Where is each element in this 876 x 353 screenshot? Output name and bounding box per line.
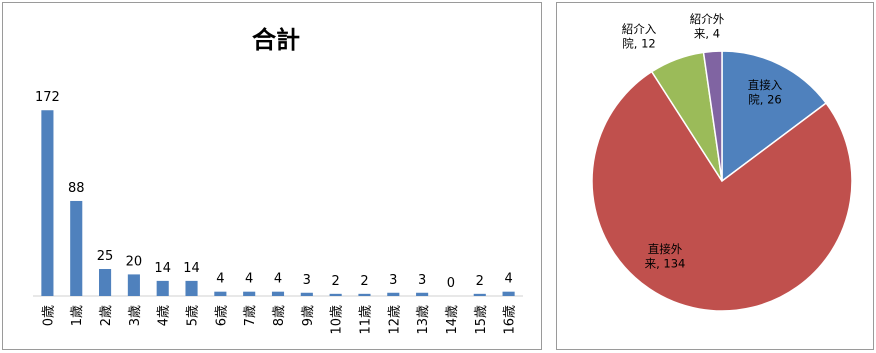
bar xyxy=(416,292,429,296)
bar-value-label: 4 xyxy=(245,272,253,287)
bar-marks: 1720歳881歳252歳203歳144歳145歳46歳47歳48歳39歳210… xyxy=(35,90,518,334)
pie-chart-panel: 直接入院, 26 直接外来, 134 紹介入院, 12 紹介外来, 4 xyxy=(556,2,874,350)
bar xyxy=(156,280,169,296)
x-tick-label: 10歳 xyxy=(330,305,345,335)
x-tick-label: 1歳 xyxy=(70,305,85,326)
x-tick-label: 8歳 xyxy=(272,305,287,326)
pie-slice-label: 直接入院, 26 xyxy=(748,78,783,106)
x-tick-label: 2歳 xyxy=(99,305,114,326)
x-tick-label: 16歳 xyxy=(503,305,518,335)
bar xyxy=(214,291,227,296)
bar-value-label: 2 xyxy=(476,274,484,289)
x-tick-label: 9歳 xyxy=(301,305,316,326)
pie-slice xyxy=(591,70,853,312)
bar-value-label: 14 xyxy=(183,261,200,276)
pie-slice xyxy=(721,50,828,183)
x-tick-label: 11歳 xyxy=(358,305,373,335)
x-tick-label: 14歳 xyxy=(445,305,460,335)
bar-value-label: 4 xyxy=(274,272,282,287)
x-tick-label: 12歳 xyxy=(387,305,402,335)
bar-value-label: 0 xyxy=(447,276,455,291)
bar xyxy=(243,291,256,296)
pie-slice-label: 直接外来, 134 xyxy=(645,242,686,270)
pie-chart: 直接入院, 26 直接外来, 134 紹介入院, 12 紹介外来, 4 xyxy=(591,12,853,312)
chart-title: 合計 xyxy=(252,26,300,54)
x-tick-label: 7歳 xyxy=(243,305,258,326)
bar xyxy=(41,110,54,297)
bar xyxy=(473,293,486,296)
bar-value-label: 25 xyxy=(97,249,114,264)
bar xyxy=(358,293,371,296)
bar-value-label: 3 xyxy=(389,273,397,288)
bar-value-label: 4 xyxy=(504,272,512,287)
x-tick-label: 6歳 xyxy=(214,305,229,326)
bar-chart: 合計 1720歳881歳252歳203歳144歳145歳46歳47歳48歳39歳… xyxy=(33,26,523,335)
bar-value-label: 3 xyxy=(303,273,311,288)
pie-slice-label: 紹介入院, 12 xyxy=(622,22,657,50)
bar xyxy=(300,292,313,296)
bar-value-label: 14 xyxy=(154,261,171,276)
bar-value-label: 2 xyxy=(332,274,340,289)
bar xyxy=(387,292,400,296)
pie-marks: 直接入院, 26 直接外来, 134 紹介入院, 12 紹介外来, 4 xyxy=(591,12,853,312)
bar xyxy=(127,274,140,296)
bar xyxy=(271,291,285,296)
pie-slice-label: 紹介外来, 4 xyxy=(690,12,725,40)
x-tick-label: 13歳 xyxy=(416,305,431,335)
bar xyxy=(70,200,83,296)
bar-value-label: 3 xyxy=(418,273,426,288)
bar-value-label: 20 xyxy=(126,254,143,269)
bar xyxy=(185,280,198,296)
bar-value-label: 172 xyxy=(35,90,60,105)
bar xyxy=(99,269,112,296)
bar-chart-panel: 合計 172 0歳 88 1歳 25 2歳 20 3歳 14 4歳 14 5歳 4 6歳 4 7歳 4 8歳 3 9歳… xyxy=(2,2,542,350)
bar-value-label: 2 xyxy=(360,274,368,289)
bar-value-label: 88 xyxy=(68,181,85,196)
x-tick-label: 0歳 xyxy=(41,305,56,326)
pie-slice xyxy=(702,50,723,182)
bar xyxy=(329,293,342,296)
x-tick-label: 15歳 xyxy=(474,305,489,335)
bar-value-label: 4 xyxy=(216,272,224,287)
bar xyxy=(502,291,515,296)
x-tick-label: 3歳 xyxy=(128,305,143,326)
x-tick-label: 5歳 xyxy=(186,305,201,326)
x-tick-label: 4歳 xyxy=(157,305,172,326)
